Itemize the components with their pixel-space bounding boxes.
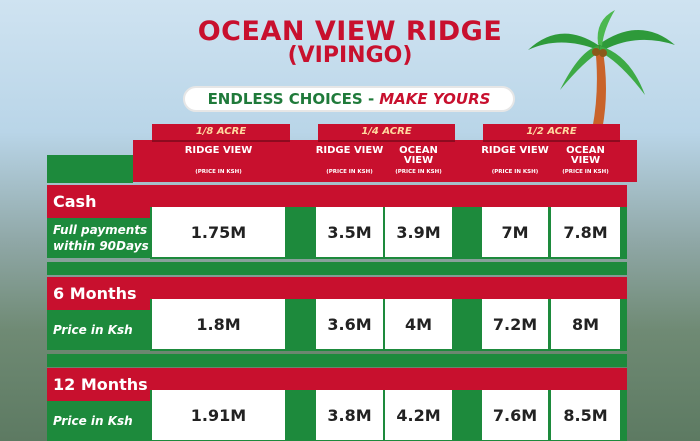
column-note: (PRICE IN KSH)	[562, 169, 609, 175]
price-cell: 1.8M	[152, 299, 285, 349]
row-sublabel: Price in Ksh	[47, 401, 150, 441]
row-separator	[47, 354, 627, 367]
column-name: RIDGE VIEW	[481, 145, 549, 156]
row-label: 6 Months	[53, 284, 137, 303]
price-cell: 8.5M	[551, 390, 620, 440]
price-cell: 7.6M	[482, 390, 548, 440]
column-name: RIDGE VIEW	[184, 145, 253, 156]
price-cell: 1.91M	[152, 390, 285, 440]
tagline: ENDLESS CHOICES - MAKE YOURS	[183, 86, 515, 112]
row-sublabel: Price in Ksh	[47, 310, 150, 350]
row-label: 12 Months	[53, 375, 148, 394]
column-name: OCEAN VIEW	[399, 145, 438, 166]
subtitle: (VIPINGO)	[287, 43, 413, 68]
column-note: (PRICE IN KSH)	[326, 169, 373, 175]
row-separator	[47, 262, 627, 275]
title: OCEAN VIEW RIDGE	[197, 16, 503, 47]
column-note: (PRICE IN KSH)	[491, 169, 539, 175]
price-cell: 7.8M	[551, 207, 620, 257]
column-note: (PRICE IN KSH)	[195, 169, 242, 175]
price-cell: 8M	[551, 299, 620, 349]
price-cell: 4M	[385, 299, 452, 349]
group-label: 1/2 ACRE	[483, 124, 620, 142]
header-green	[47, 155, 133, 183]
price-cell: 3.6M	[316, 299, 383, 349]
price-cell: 4.2M	[385, 390, 452, 440]
price-cell: 3.5M	[316, 207, 383, 257]
price-cell: 7.2M	[482, 299, 548, 349]
palm-tree	[528, 10, 675, 130]
row-label: Cash	[53, 192, 97, 211]
tagline-main: ENDLESS CHOICES -	[207, 90, 375, 108]
column-note: (PRICE IN KSH)	[395, 169, 442, 175]
group-label: 1/8 ACRE	[152, 124, 290, 142]
group-label: 1/4 ACRE	[318, 124, 455, 142]
price-cell: 3.8M	[316, 390, 383, 440]
column-name: RIDGE VIEW	[315, 145, 384, 156]
price-cell: 3.9M	[385, 207, 452, 257]
column-name: OCEAN VIEW	[566, 145, 605, 166]
price-cell: 1.75M	[152, 207, 285, 257]
header-band	[133, 140, 637, 182]
row-sublabel: Full payments within 90Days	[47, 218, 150, 258]
tagline-emphasis: MAKE YOURS	[379, 90, 491, 108]
price-cell: 7M	[482, 207, 548, 257]
